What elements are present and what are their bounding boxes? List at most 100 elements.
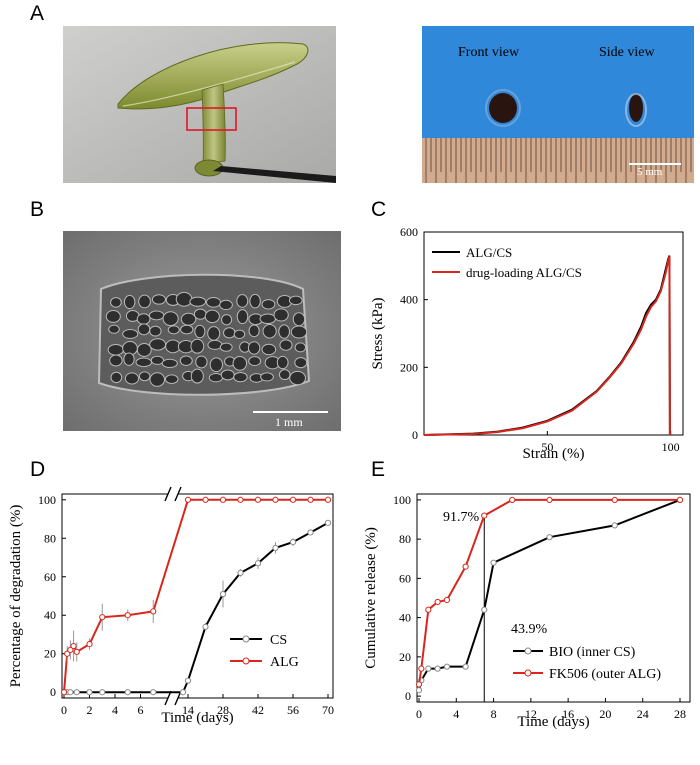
sem-pore	[138, 294, 151, 309]
data-point-bio	[425, 665, 432, 672]
front-view-label: Front view	[458, 45, 520, 60]
y-tick-label: 40	[399, 611, 411, 625]
data-point-alg	[124, 612, 131, 619]
sem-pore	[276, 355, 289, 370]
data-point-alg	[324, 496, 332, 503]
sem-pore	[278, 369, 291, 381]
y-axis-label: Cumulative release (%)	[363, 527, 379, 669]
sem-pore	[222, 327, 236, 339]
data-point-alg	[99, 614, 106, 621]
data-point-alg	[254, 496, 262, 503]
data-point-bio	[443, 663, 451, 670]
data-point-bio	[434, 665, 441, 672]
sem-pore	[110, 297, 122, 308]
y-tick-label: 600	[400, 225, 418, 239]
x-tick-label: 4	[112, 703, 118, 717]
sem-pore	[233, 329, 246, 339]
plot-frame	[423, 231, 684, 436]
x-tick-label: 20	[599, 707, 611, 721]
sem-pore	[194, 324, 206, 339]
sem-image: 1 mm	[63, 231, 341, 431]
data-point-alg	[64, 650, 71, 657]
scale-bar-label-a: 5 mm	[637, 166, 663, 178]
x-tick-label: 16	[562, 707, 574, 721]
sem-pore	[175, 291, 193, 307]
sem-pore	[136, 342, 152, 357]
panel-label-d: D	[30, 458, 46, 481]
data-point-alg	[67, 646, 74, 653]
data-point-cs	[73, 689, 80, 696]
data-point-alg	[73, 648, 80, 655]
sem-pore	[190, 368, 204, 384]
view-photo-drawing	[422, 26, 694, 183]
sem-pore	[138, 371, 151, 382]
sem-pore	[233, 371, 248, 383]
sem-pore	[162, 311, 179, 327]
data-point-fk506	[415, 681, 423, 688]
stress-strain-chart: 0 200 400 600 50 100 Strain (%) Stress (kPa) ALG…	[370, 225, 684, 462]
sem-pore	[107, 344, 124, 356]
data-point-fk506	[611, 496, 618, 503]
data-point-alg	[150, 608, 157, 615]
data-point-alg	[70, 642, 77, 650]
data-point-cs	[202, 623, 209, 630]
annotation-43-9: 43.9%	[511, 622, 548, 637]
y-tick-label: 0	[412, 428, 418, 442]
sem-pore	[190, 338, 205, 354]
sem-pore	[150, 355, 165, 365]
x-tick-label: 0	[61, 703, 67, 717]
data-point-cs	[272, 544, 279, 551]
x-tick-label: 28	[217, 703, 229, 717]
axis-break-mark	[174, 690, 182, 706]
sem-pore	[259, 313, 276, 325]
panel-label-a: A	[30, 2, 45, 25]
data-point-alg	[307, 496, 314, 503]
x-tick-label: 42	[252, 703, 264, 717]
sem-pore	[249, 293, 261, 309]
y-tick-label: 40	[44, 608, 56, 622]
y-tick-label: 0	[50, 685, 56, 699]
y-tick-label: 200	[400, 360, 418, 374]
sem-pore	[279, 339, 293, 351]
sem-pore	[105, 310, 121, 323]
release-chart: 0 20 40 60 80 100 0 4 8 12 16 20 24 28 Time (days) Cumu…	[363, 493, 691, 730]
sem-pore	[167, 325, 180, 335]
data-point-cs	[324, 519, 332, 526]
x-axis-label: Time (days)	[517, 714, 589, 730]
panel-label-b: B	[30, 198, 45, 221]
sem-pore	[219, 299, 233, 311]
data-point-alg	[272, 496, 279, 503]
legend-marker	[524, 669, 532, 677]
y-tick-label: 80	[399, 532, 411, 546]
data-point-fk506	[434, 598, 441, 606]
y-tick-label: 60	[44, 570, 56, 584]
data-point-bio	[481, 606, 488, 613]
sem-pore	[151, 294, 166, 305]
sem-pore	[149, 372, 166, 387]
plot-frame-left	[61, 493, 168, 699]
sem-pore	[204, 309, 220, 324]
data-point-fk506	[676, 496, 684, 503]
sem-pore	[195, 355, 208, 369]
sem-image-drawing	[63, 231, 341, 431]
data-point-bio	[415, 687, 423, 694]
sem-pore	[109, 354, 123, 367]
annotation-91-7: 91.7%	[443, 510, 480, 525]
data-point-alg	[86, 641, 93, 648]
legend-label: BIO (inner CS)	[549, 645, 636, 660]
legend-label: CS	[270, 633, 287, 648]
x-tick-label: 24	[637, 707, 649, 721]
sem-pore	[278, 324, 291, 339]
panel-label-e: E	[371, 458, 386, 481]
data-point-fk506	[546, 496, 553, 503]
sem-pore	[219, 342, 233, 352]
sem-pore	[288, 295, 303, 306]
data-point-alg	[202, 496, 209, 503]
sem-pore	[221, 314, 233, 326]
x-tick-label: 8	[491, 707, 497, 721]
legend-label: ALG	[270, 655, 299, 670]
x-tick-label: 50	[541, 440, 553, 454]
x-tick-label: 2	[87, 703, 93, 717]
sem-pore	[220, 369, 235, 381]
sem-pore	[290, 325, 308, 339]
